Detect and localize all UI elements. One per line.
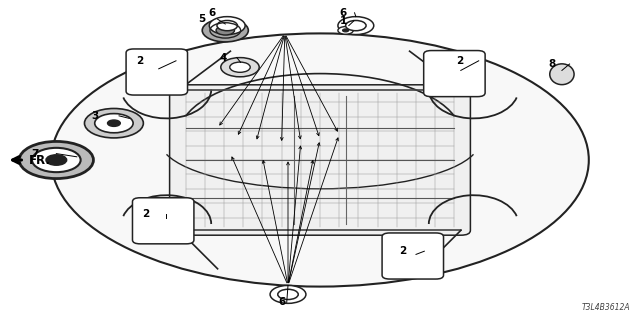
Circle shape [19,141,93,179]
FancyBboxPatch shape [132,198,194,244]
Circle shape [202,19,248,42]
Text: 6: 6 [209,8,216,18]
Circle shape [95,114,133,133]
Text: 2: 2 [456,56,463,66]
Circle shape [217,20,237,31]
Circle shape [84,108,143,138]
FancyBboxPatch shape [382,233,444,279]
FancyBboxPatch shape [126,49,188,95]
Circle shape [230,62,250,72]
Text: 4: 4 [219,52,227,63]
Text: 7: 7 [31,148,39,159]
Circle shape [32,148,81,172]
Circle shape [338,17,374,35]
Circle shape [216,26,234,35]
Text: 8: 8 [548,59,556,69]
Circle shape [338,27,353,34]
Circle shape [342,29,349,32]
Text: T3L4B3612A: T3L4B3612A [582,303,630,312]
Ellipse shape [550,64,574,85]
Text: 5: 5 [198,14,206,24]
Ellipse shape [51,33,589,287]
Text: 6: 6 [278,297,285,308]
Text: 1: 1 [339,16,347,26]
Text: FR.: FR. [29,154,51,166]
Circle shape [346,20,366,31]
Text: 2: 2 [142,209,150,220]
Circle shape [221,58,259,77]
Text: 2: 2 [136,56,143,66]
Text: 2: 2 [399,246,407,256]
Circle shape [108,120,120,126]
Circle shape [270,285,306,303]
Circle shape [209,17,245,35]
FancyBboxPatch shape [424,51,485,97]
Text: 3: 3 [91,111,99,121]
Circle shape [278,289,298,300]
FancyBboxPatch shape [170,85,470,235]
Text: 6: 6 [339,8,347,18]
Circle shape [46,155,67,165]
